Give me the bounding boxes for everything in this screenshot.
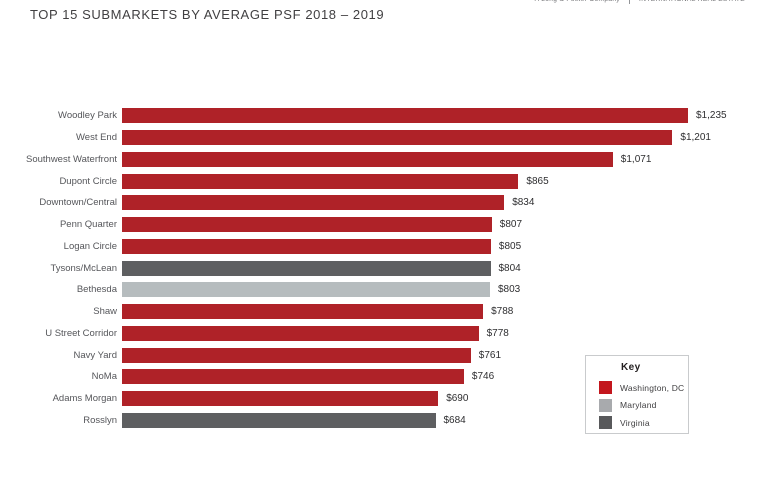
legend-entry: Washington, DC [586,379,688,397]
legend-label: Washington, DC [620,382,685,393]
bar-label: NoMa [91,371,117,383]
bar-row: NoMa $746 [0,366,763,388]
bar-chart: Woodley Park $1,235 West End $1,201 Sout… [0,105,763,431]
bar-row: Rosslyn $684 [0,410,763,432]
bar [122,195,505,211]
bar-label: U Street Corridor [45,327,117,339]
bar-label: Dupont Circle [59,175,117,187]
bar-value: $1,071 [620,153,652,165]
bar-label: Southwest Waterfront [26,153,117,165]
bar-row: Navy Yard $761 [0,344,763,366]
bar [122,369,464,385]
bar-value: $690 [446,393,469,405]
legend-swatch [599,416,612,430]
bar-label: Shaw [93,306,117,318]
bar-value: $865 [526,175,549,187]
bar-value: $788 [491,306,514,318]
bar-label: Logan Circle [63,240,117,252]
bar [122,217,492,233]
bar [122,304,484,320]
bar-rows: Woodley Park $1,235 West End $1,201 Sout… [0,105,763,431]
legend-label: Virginia [620,417,650,428]
bar-value: $834 [512,197,535,209]
bar-row: Tysons/McLean $804 [0,257,763,279]
legend-swatch [599,381,612,395]
bar-label: Tysons/McLean [50,262,117,274]
bar-value: $1,235 [696,110,727,122]
bar-label: West End [75,132,117,144]
bar-row: Bethesda $803 [0,279,763,301]
bar-row: U Street Corridor $778 [0,323,763,345]
bar-label: Rosslyn [83,414,117,426]
bar-label: Penn Quarter [59,219,117,231]
bar [122,391,439,407]
bar [122,325,479,341]
legend-entries: Washington, DC Maryland Virginia [586,379,688,432]
bar-value: $804 [498,262,521,274]
bar [122,108,688,124]
bar [122,238,491,254]
bar [122,260,491,276]
bar-value: $807 [499,219,523,231]
bar-value: $761 [478,349,502,361]
legend-entry: Virginia [586,414,688,432]
bar-row: Logan Circle $805 [0,236,763,258]
logo-right-text: INTERNATIONAL REAL ESTATE [639,0,745,3]
legend-entry: Maryland [586,397,688,415]
legend-swatch [599,398,612,412]
bar-value: $805 [498,240,522,252]
bar-label: Bethesda [76,284,117,296]
bar-value: $803 [498,284,521,296]
bar-row: Woodley Park $1,235 [0,105,763,127]
bar-row: Downtown/Central $834 [0,192,763,214]
bar-value: $684 [443,414,466,426]
bar-value: $746 [471,371,495,383]
bar-value: $778 [486,327,509,339]
bar-label: Adams Morgan [52,393,117,405]
bar [122,173,519,189]
legend-box: Key Washington, DC Maryland Virginia [585,355,689,434]
bar-row: Penn Quarter $807 [0,214,763,236]
bar-row: Dupont Circle $865 [0,170,763,192]
logo-left-text: A Long & Foster Company [535,0,620,3]
legend-label: Maryland [620,400,657,411]
bar-row: West End $1,201 [0,127,763,149]
company-logo: A Long & Foster Company INTERNATIONAL RE… [535,0,745,4]
bar [122,412,436,428]
bar [122,282,490,298]
bar-value: $1,201 [680,132,711,144]
bar-row: Southwest Waterfront $1,071 [0,149,763,171]
bar-label: Downtown/Central [39,197,117,209]
bar-row: Shaw $788 [0,301,763,323]
bar-label: Woodley Park [58,110,117,122]
chart-title: TOP 15 SUBMARKETS BY AVERAGE PSF 2018 – … [30,7,385,22]
bar [122,151,613,167]
bar [122,130,673,146]
legend-title: Key [621,362,641,373]
bar [122,347,471,363]
bar-label: Navy Yard [73,349,117,361]
logo-divider [629,0,631,4]
bar-row: Adams Morgan $690 [0,388,763,410]
